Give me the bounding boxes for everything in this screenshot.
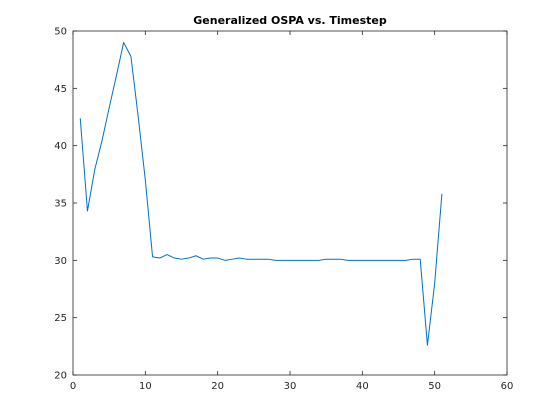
x-tick-label: 30 xyxy=(284,381,297,392)
x-tick-label: 40 xyxy=(356,381,369,392)
y-tick-label: 30 xyxy=(54,256,67,267)
plot-area xyxy=(73,31,507,375)
x-tick-label: 50 xyxy=(428,381,441,392)
x-tick-label: 0 xyxy=(70,381,76,392)
chart-title: Generalized OSPA vs. Timestep xyxy=(193,14,387,27)
y-tick-label: 35 xyxy=(54,199,67,210)
x-tick-label: 20 xyxy=(211,381,224,392)
x-tick-label: 60 xyxy=(501,381,514,392)
axes-layer: 0 10 20 30 40 50 60 20 25 30 35 40 45 50 xyxy=(54,27,513,393)
y-tick-label: 50 xyxy=(54,27,67,38)
y-tick-label: 20 xyxy=(54,371,67,382)
y-tick-label: 45 xyxy=(54,84,67,95)
x-tick-label: 10 xyxy=(139,381,152,392)
series-layer xyxy=(79,41,443,346)
series-line-0 xyxy=(79,41,443,346)
y-tick-label: 40 xyxy=(54,141,67,152)
y-tick-label: 25 xyxy=(54,313,67,324)
